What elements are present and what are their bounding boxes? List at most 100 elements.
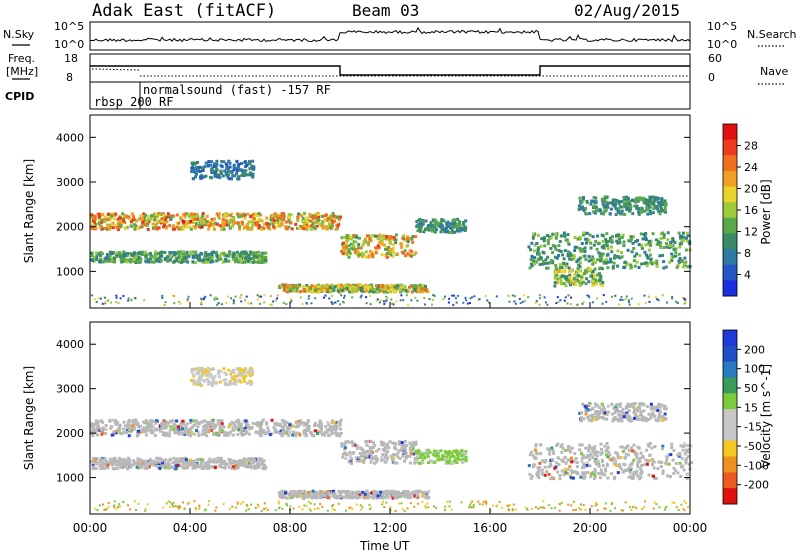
near-range-cell bbox=[602, 294, 605, 297]
echo-cell bbox=[592, 200, 596, 204]
echo-cell bbox=[648, 453, 652, 457]
echo-cell bbox=[125, 225, 129, 229]
echo-cell bbox=[292, 490, 296, 493]
echo-cell bbox=[268, 227, 272, 231]
echo-cell bbox=[106, 463, 110, 467]
near-range-cell bbox=[407, 303, 410, 306]
echo-cell bbox=[301, 216, 305, 220]
echo-cell bbox=[206, 260, 210, 264]
echo-cell bbox=[191, 463, 195, 466]
echo-cell bbox=[636, 474, 640, 478]
echo-cell bbox=[304, 433, 308, 437]
echo-cell bbox=[604, 207, 608, 211]
near-range-cell bbox=[99, 297, 102, 300]
echo-cell bbox=[111, 461, 115, 465]
echo-cell bbox=[272, 225, 276, 229]
echo-cell bbox=[126, 467, 130, 471]
echo-cell bbox=[403, 239, 407, 243]
echo-cell bbox=[220, 422, 224, 426]
echo-cell bbox=[332, 489, 335, 493]
echo-cell bbox=[243, 260, 247, 264]
echo-cell bbox=[581, 249, 585, 253]
echo-cell bbox=[604, 200, 608, 204]
echo-cell bbox=[253, 466, 257, 470]
echo-cell bbox=[528, 472, 532, 476]
echo-cell bbox=[106, 225, 110, 229]
echo-cell bbox=[232, 219, 236, 223]
echo-cell bbox=[382, 495, 386, 499]
echo-cell bbox=[205, 434, 209, 438]
echo-cell bbox=[671, 237, 675, 241]
echo-cell bbox=[647, 473, 651, 477]
echo-cell bbox=[394, 241, 398, 245]
echo-cell bbox=[195, 213, 199, 217]
echo-cell bbox=[161, 432, 165, 436]
echo-cell bbox=[282, 215, 286, 219]
echo-cell bbox=[532, 259, 536, 263]
echo-cell bbox=[123, 465, 127, 468]
echo-cell bbox=[227, 169, 231, 173]
echo-cell bbox=[651, 459, 655, 463]
echo-cell bbox=[147, 220, 151, 224]
echo-cell bbox=[389, 248, 393, 251]
power-colorbar-swatch bbox=[723, 139, 737, 156]
near-range-cell bbox=[627, 299, 630, 302]
near-range-cell bbox=[559, 299, 562, 302]
echo-cell bbox=[195, 214, 199, 218]
echo-cell bbox=[327, 428, 331, 432]
echo-cell bbox=[397, 440, 401, 444]
echo-cell bbox=[227, 177, 231, 181]
echo-cell bbox=[227, 213, 230, 217]
echo-cell bbox=[569, 450, 573, 454]
echo-cell bbox=[181, 227, 185, 231]
echo-cell bbox=[413, 287, 417, 291]
echo-cell bbox=[371, 290, 375, 294]
echo-cell bbox=[582, 462, 586, 466]
echo-cell bbox=[458, 220, 462, 224]
echo-cell bbox=[175, 213, 179, 217]
echo-cell bbox=[540, 468, 544, 472]
echo-cell bbox=[403, 439, 407, 443]
echo-cell bbox=[206, 253, 210, 257]
echo-cell bbox=[421, 493, 425, 497]
echo-cell bbox=[636, 409, 640, 413]
near-range-cell bbox=[330, 301, 333, 304]
echo-cell bbox=[207, 224, 211, 228]
near-range-cell bbox=[581, 302, 584, 305]
echo-cell bbox=[449, 226, 452, 230]
echo-cell bbox=[117, 225, 121, 229]
echo-cell bbox=[93, 218, 97, 221]
echo-cell bbox=[639, 232, 643, 236]
echo-cell bbox=[201, 214, 205, 218]
echo-cell bbox=[158, 219, 162, 223]
echo-cell bbox=[600, 447, 603, 451]
echo-cell bbox=[585, 231, 589, 235]
echo-cell bbox=[195, 165, 199, 169]
echo-cell bbox=[600, 254, 604, 258]
echo-cell bbox=[169, 254, 173, 258]
echo-cell bbox=[139, 214, 143, 218]
echo-cell bbox=[684, 236, 688, 240]
echo-cell bbox=[603, 473, 607, 477]
echo-cell bbox=[404, 448, 407, 452]
echo-cell bbox=[185, 225, 189, 229]
echo-cell bbox=[358, 283, 362, 287]
echo-cell bbox=[368, 449, 372, 453]
echo-cell bbox=[213, 174, 217, 178]
echo-cell bbox=[148, 425, 152, 428]
echo-cell bbox=[143, 223, 147, 227]
echo-cell bbox=[612, 406, 616, 410]
echo-cell bbox=[382, 290, 386, 294]
echo-cell bbox=[347, 248, 351, 252]
echo-cell bbox=[558, 277, 562, 281]
echo-cell bbox=[548, 237, 552, 241]
echo-cell bbox=[211, 223, 215, 226]
echo-cell bbox=[282, 432, 286, 436]
near-range-cell bbox=[647, 295, 650, 298]
echo-cell bbox=[618, 463, 621, 467]
echo-cell bbox=[683, 442, 687, 446]
echo-cell bbox=[622, 195, 626, 199]
echo-cell bbox=[263, 251, 267, 255]
echo-cell bbox=[424, 284, 427, 288]
